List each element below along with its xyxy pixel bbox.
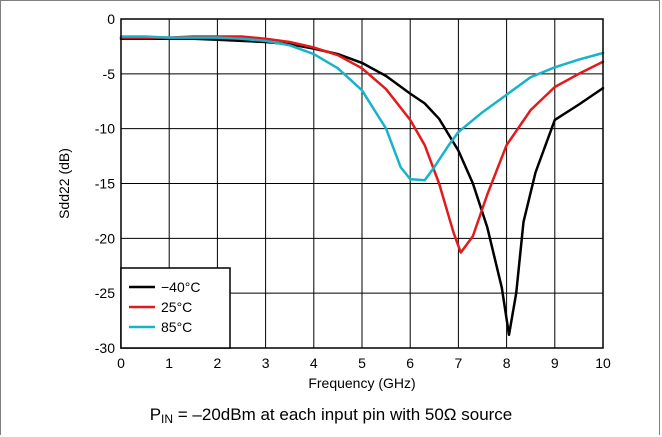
caption-prefix: P [150, 405, 161, 424]
y-tick-label: -30 [95, 340, 115, 356]
y-tick-label: -25 [95, 285, 115, 301]
legend-label: 85°C [161, 319, 192, 335]
x-tick-label: 5 [358, 355, 366, 371]
legend-label: 25°C [161, 299, 192, 315]
caption-subscript: IN [161, 412, 173, 426]
y-tick-label: 0 [107, 11, 115, 27]
x-tick-label: 6 [406, 355, 414, 371]
x-tick-label: 8 [503, 355, 511, 371]
x-tick-label: 10 [595, 355, 611, 371]
legend: −40°C 25°C 85°C [121, 268, 230, 348]
caption-text: = –20dBm at each input pin with 50Ω sour… [173, 405, 512, 424]
sdd22-chart: 0 1 2 3 4 5 6 7 8 9 10 0 -5 -10 -15 -20 -25 -30 Frequenc… [0, 0, 662, 400]
y-axis-title: Sdd22 (dB) [56, 148, 72, 219]
x-tick-label: 7 [455, 355, 463, 371]
y-tick-label: -5 [103, 66, 116, 82]
x-tick-label: 4 [310, 355, 318, 371]
x-tick-label: 0 [117, 355, 125, 371]
y-tick-labels: 0 -5 -10 -15 -20 -25 -30 [95, 11, 115, 356]
x-tick-label: 9 [551, 355, 559, 371]
y-tick-label: -15 [95, 176, 115, 192]
x-tick-label: 2 [214, 355, 222, 371]
x-axis-title: Frequency (GHz) [308, 375, 415, 391]
y-tick-label: -20 [95, 230, 115, 246]
x-tick-labels: 0 1 2 3 4 5 6 7 8 9 10 [117, 355, 611, 371]
x-tick-label: 3 [262, 355, 270, 371]
y-tick-label: -10 [95, 121, 115, 137]
legend-label: −40°C [161, 279, 200, 295]
x-tick-label: 1 [165, 355, 173, 371]
caption: PIN = –20dBm at each input pin with 50Ω … [0, 405, 662, 426]
